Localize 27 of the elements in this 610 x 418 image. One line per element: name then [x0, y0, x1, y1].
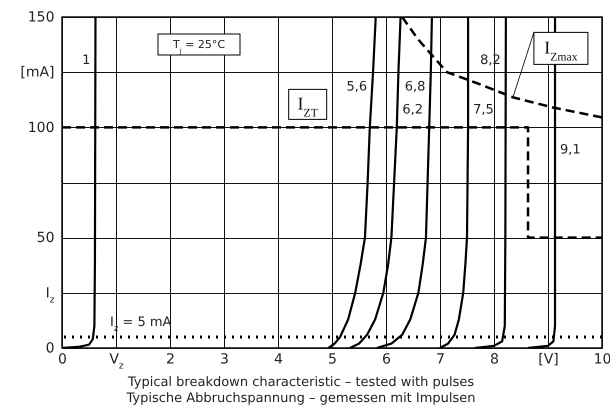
series-label: I$_{ZT}$ [298, 93, 318, 119]
y-tick-label: [mA] [20, 64, 54, 81]
y-tick-label: I$_{z}$ [46, 285, 55, 306]
text: Typische Abbruchspannung – gemessen mit Impulsen [125, 391, 476, 406]
text: Typical breakdown characteristic – tested with pulses [126, 375, 474, 390]
x-tick-label: V$_{z}$ [109, 352, 124, 372]
text: I$_{Zmax}$ [544, 37, 578, 63]
x-tick-label: 3 [220, 352, 229, 368]
y-tick-label: 50 [36, 230, 54, 246]
x-tick-label: 8 [490, 352, 499, 368]
series-label: 7,5 [473, 102, 494, 118]
x-tick-label: [V] [538, 352, 559, 368]
series-label: 1 [82, 53, 90, 68]
x-tick-label: 7 [436, 352, 445, 368]
x-tick-label: 6 [382, 352, 392, 368]
series-label: 5,6 [346, 80, 368, 95]
series-label: 6,8 [404, 80, 426, 95]
y-tick-label: 0 [46, 340, 54, 356]
annotation: T$_{j}$ = 25°C [172, 38, 226, 54]
x-tick-label: 4 [274, 352, 284, 368]
x-tick-label: 5 [328, 352, 337, 368]
x-tick-label: 0 [58, 352, 67, 368]
series-label: 9,1 [560, 142, 581, 158]
series-label: 6,2 [402, 102, 424, 118]
y-tick-label: 100 [28, 120, 54, 136]
x-tick-label: 2 [166, 352, 175, 368]
y-tick-label: 150 [28, 10, 54, 26]
